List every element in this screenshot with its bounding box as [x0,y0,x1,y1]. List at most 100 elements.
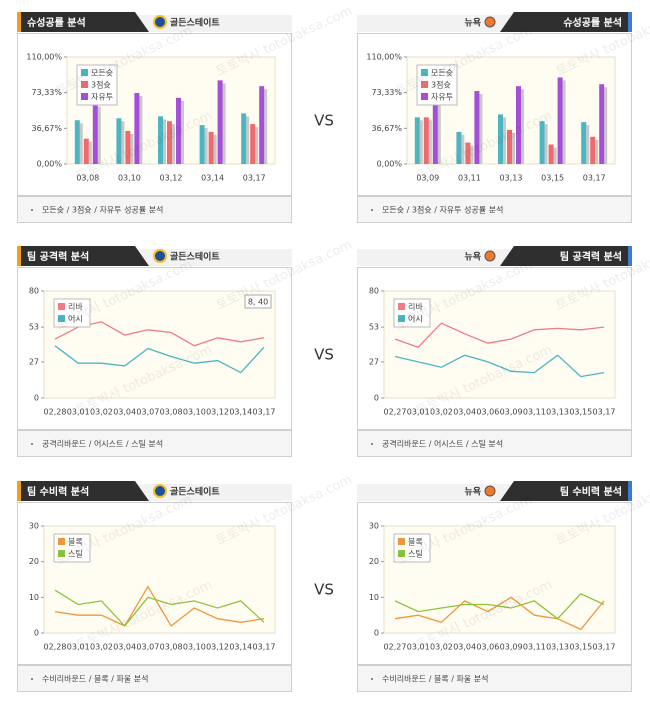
bar-shadow [213,134,217,164]
footer [17,665,292,692]
y-tick-label: 0 [34,629,39,638]
bar [548,144,554,164]
line [54,589,265,627]
bar [199,125,205,164]
y-tick-label: 53 [369,323,379,332]
bar-shadow [181,100,184,164]
y-tick-label: 10 [369,593,379,602]
bar [167,121,172,164]
y-tick-label: 0 [34,394,39,403]
bar-shadow [553,147,557,164]
footer [357,430,632,457]
x-tick-label: 03,14 [201,174,224,183]
bar-shadow [419,120,423,164]
header-title: 슈성공률 분석 [27,16,86,29]
footer-bullet [31,209,33,211]
legend-swatch [58,303,65,310]
x-tick-label: 03,13 [546,408,569,417]
bar [250,124,256,164]
legend-swatch [421,93,428,100]
bar [414,117,420,164]
header-stripe [628,481,632,501]
team-name: 뉴욕 [464,18,481,29]
legend-swatch [398,303,405,310]
x-tick-label: 03,12 [160,174,183,183]
bar [74,120,80,164]
bar-shadow [437,100,441,164]
bar-shadow [461,134,465,164]
legend-label: 스틸 [408,549,423,559]
bar-shadow [479,94,483,164]
header-stripe [628,12,632,32]
header-title: 팀 수비력 분석 [560,485,622,498]
legend-label: 모든슛 [431,69,453,78]
y-tick-label: 0 [374,394,379,403]
footer-note: 모든슛 / 3점슛 / 자유투 성공률 분석 [382,205,503,215]
team-logo [153,249,167,263]
bar [423,117,429,164]
x-tick-label: 03,02 [430,643,453,652]
bar [92,103,98,164]
header-title: 팀 수비력 분석 [27,485,89,498]
legend-swatch [58,315,65,322]
header-stripe [17,12,21,32]
y-tick-label: 20 [369,557,379,566]
bar-shadow [521,89,524,164]
legend-label: 3점슛 [91,80,111,90]
x-tick-label: 03,04 [113,408,136,417]
bar [259,86,265,164]
x-tick-label: 03,17 [253,408,276,417]
x-tick-label: 03,07 [136,408,159,417]
y-tick-label: 80 [29,287,39,296]
team-logo [484,250,496,262]
x-tick-label: 03,02 [90,408,113,417]
x-tick-label: 03,06 [476,408,499,417]
x-tick-label: 03,15 [569,643,592,652]
x-tick-label: 02,27 [384,408,407,417]
x-tick-label: 03,15 [541,174,564,183]
bar-shadow [595,139,599,164]
x-tick-label: 03,04 [453,408,476,417]
x-tick-label: 03,01 [407,408,430,417]
x-tick-label: 03,10 [183,408,206,417]
bar [176,97,181,164]
legend [53,533,91,563]
x-tick-label: 03,09 [500,643,523,652]
bar [217,80,223,164]
bar-shadow [562,80,566,164]
legend-label: 블록 [68,537,83,547]
bar [557,77,563,164]
team-name: 뉴욕 [464,487,481,498]
bar-shadow [428,120,432,164]
x-tick-label: 02,28 [44,643,67,652]
vs-label: VS [314,346,334,364]
vs-label: VS [314,112,334,130]
team-logo [484,485,496,497]
y-tick-label: 36,67% [371,124,402,133]
team-logo [153,484,167,498]
header-tab [500,12,632,32]
annotation: 8, 40 [248,298,268,307]
team-logo [484,16,496,28]
x-tick-label: 03,02 [90,643,113,652]
x-tick-label: 03,13 [500,174,523,183]
x-tick-label: 03,01 [67,643,90,652]
vs-label: VS [314,581,334,599]
bar [474,91,480,164]
y-tick-label: 27 [29,357,39,366]
bar [116,118,122,164]
x-tick-label: 03,14 [229,408,252,417]
bar [208,131,214,164]
x-tick-label: 02,27 [384,643,407,652]
bar-shadow [204,128,208,164]
y-tick-label: 73,33% [31,88,62,97]
legend-label: 자유투 [431,93,453,102]
x-tick-label: 03,12 [206,408,229,417]
x-tick-label: 03,11 [523,643,546,652]
bar-shadow [79,123,83,164]
x-tick-label: 03,14 [229,643,252,652]
bar-shadow [604,87,608,164]
line [394,593,605,620]
bar [158,116,163,164]
